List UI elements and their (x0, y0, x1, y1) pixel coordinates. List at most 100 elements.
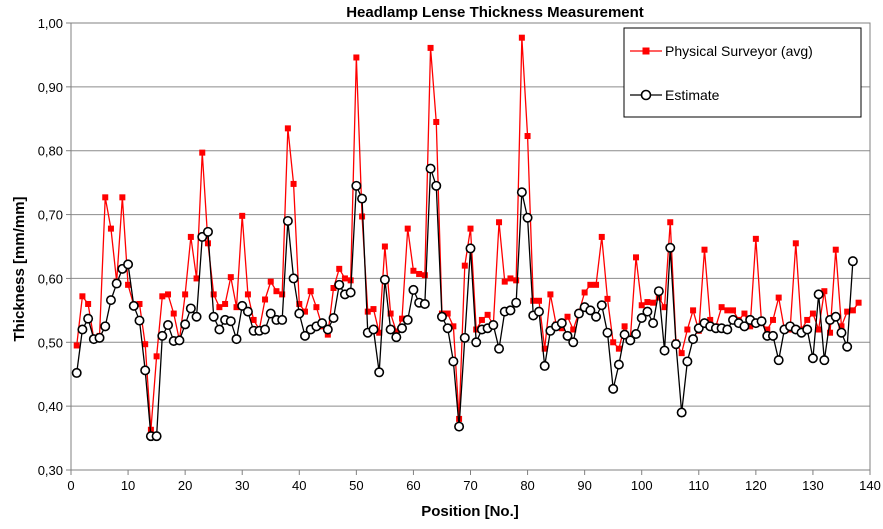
data-point (352, 182, 360, 190)
data-point (95, 334, 103, 342)
data-point (358, 194, 366, 202)
chart-title: Headlamp Lense Thickness Measurement (346, 4, 644, 21)
y-axis-title: Thickness [mm/mm] (11, 196, 28, 341)
x-tick-label: 30 (235, 478, 249, 493)
data-point (690, 307, 696, 313)
data-point (130, 302, 138, 310)
data-point (359, 213, 365, 219)
data-point (187, 304, 195, 312)
data-point (723, 325, 731, 333)
data-point (644, 299, 650, 305)
data-point (592, 313, 600, 321)
data-point (593, 282, 599, 288)
data-point (375, 368, 383, 376)
data-point (506, 306, 514, 314)
data-point (615, 360, 623, 368)
data-point (336, 266, 342, 272)
data-point (101, 322, 109, 330)
data-point (335, 281, 343, 289)
data-point (209, 313, 217, 321)
data-point (850, 307, 856, 313)
data-point (649, 319, 657, 327)
data-point (313, 304, 319, 310)
series-estimate (73, 164, 858, 440)
data-point (386, 325, 394, 333)
data-point (426, 164, 434, 172)
data-point (284, 217, 292, 225)
data-point (803, 325, 811, 333)
data-point (684, 327, 690, 333)
data-point (724, 307, 730, 313)
data-point (639, 302, 645, 308)
data-point (245, 291, 251, 297)
data-point (244, 307, 252, 315)
data-point (182, 291, 188, 297)
data-point (204, 228, 212, 236)
data-point (741, 311, 747, 317)
y-tick-label: 0,50 (38, 335, 63, 350)
data-point (216, 304, 222, 310)
y-tick-label: 0,90 (38, 80, 63, 95)
data-point (392, 333, 400, 341)
data-point (438, 313, 446, 321)
data-point (558, 319, 566, 327)
data-point (753, 236, 759, 242)
data-point (78, 325, 86, 333)
data-point (84, 314, 92, 322)
data-point (849, 257, 857, 265)
data-point (518, 188, 526, 196)
data-point (609, 385, 617, 393)
data-point (679, 350, 685, 356)
data-point (757, 317, 765, 325)
data-point (683, 357, 691, 365)
data-point (810, 311, 816, 317)
data-point (85, 301, 91, 307)
data-point (603, 329, 611, 337)
data-point (369, 325, 377, 333)
data-point (342, 275, 348, 281)
data-point (285, 125, 291, 131)
data-point (730, 307, 736, 313)
data-point (512, 298, 520, 306)
data-point (158, 332, 166, 340)
data-point (289, 274, 297, 282)
data-point (513, 277, 519, 283)
data-point (610, 339, 616, 345)
data-point (329, 314, 337, 322)
data-point (142, 341, 148, 347)
data-point (523, 214, 531, 222)
x-tick-label: 100 (631, 478, 653, 493)
x-tick-label: 140 (859, 478, 881, 493)
data-point (273, 288, 279, 294)
series-line (77, 169, 853, 437)
data-point (495, 344, 503, 352)
data-point (188, 234, 194, 240)
data-point (141, 366, 149, 374)
data-point (79, 293, 85, 299)
legend-marker-circle (642, 91, 651, 100)
data-point (672, 340, 680, 348)
data-point (192, 313, 200, 321)
data-point (832, 313, 840, 321)
data-point (769, 332, 777, 340)
data-point (472, 338, 480, 346)
data-point (455, 422, 463, 430)
data-point (278, 316, 286, 324)
data-point (239, 213, 245, 219)
data-point (837, 329, 845, 337)
data-point (291, 181, 297, 187)
data-point (215, 325, 223, 333)
data-point (73, 369, 81, 377)
data-point (461, 334, 469, 342)
data-point (540, 362, 548, 370)
data-point (353, 54, 359, 60)
data-point (164, 321, 172, 329)
data-point (536, 298, 542, 304)
data-point (74, 342, 80, 348)
x-tick-label: 70 (463, 478, 477, 493)
data-point (159, 293, 165, 299)
legend: Physical Surveyor (avg) Estimate (624, 28, 861, 117)
data-point (833, 247, 839, 253)
